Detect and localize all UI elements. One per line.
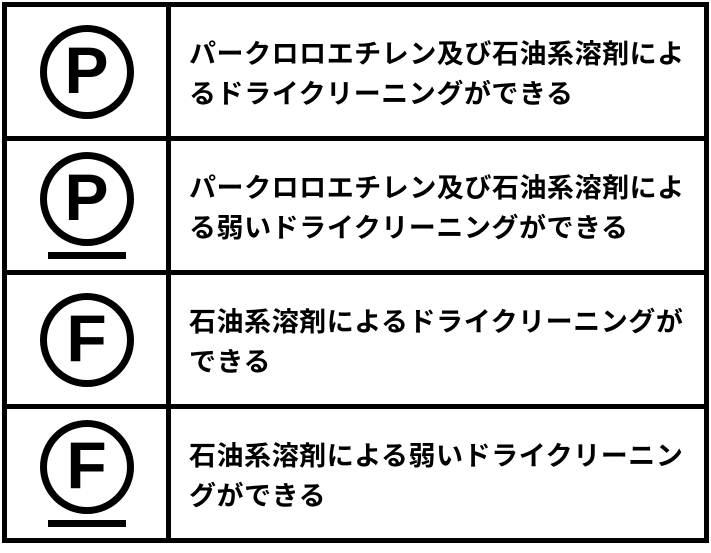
care-symbol: F xyxy=(40,293,134,387)
care-symbol: P xyxy=(40,152,134,259)
circle-icon: P xyxy=(40,152,134,246)
icon-cell: P xyxy=(7,141,171,270)
care-symbol-table: P パークロロエチレン及び石油系溶剤によるドライクリーニングができる P パーク… xyxy=(2,2,709,543)
text-cell: 石油系溶剤による弱いドライクリーニングができる xyxy=(171,409,704,538)
symbol-letter: P xyxy=(64,37,108,103)
text-cell: パークロロエチレン及び石油系溶剤によるドライクリーニングができる xyxy=(171,7,704,136)
underline-icon xyxy=(48,252,126,259)
symbol-letter: F xyxy=(66,432,106,498)
table-row: F 石油系溶剤による弱いドライクリーニングができる xyxy=(7,409,704,543)
symbol-letter: F xyxy=(66,305,106,371)
icon-cell: F xyxy=(7,409,171,538)
symbol-description: パークロロエチレン及び石油系溶剤によるドライクリーニングができる xyxy=(189,32,688,110)
table-row: F 石油系溶剤によるドライクリーニングができる xyxy=(7,275,704,409)
symbol-letter: P xyxy=(64,164,108,230)
underline-icon xyxy=(48,520,126,527)
symbol-description: 石油系溶剤による弱いドライクリーニングができる xyxy=(189,434,688,512)
table-row: P パークロロエチレン及び石油系溶剤によるドライクリーニングができる xyxy=(7,7,704,141)
symbol-description: パークロロエチレン及び石油系溶剤による弱いドライクリーニングができる xyxy=(189,166,688,244)
circle-icon: F xyxy=(40,420,134,514)
symbol-description: 石油系溶剤によるドライクリーニングができる xyxy=(189,300,688,378)
icon-cell: P xyxy=(7,7,171,136)
text-cell: 石油系溶剤によるドライクリーニングができる xyxy=(171,275,704,404)
circle-icon: F xyxy=(40,293,134,387)
care-symbol: F xyxy=(40,420,134,527)
icon-cell: F xyxy=(7,275,171,404)
circle-icon: P xyxy=(40,25,134,119)
care-symbol: P xyxy=(40,25,134,119)
text-cell: パークロロエチレン及び石油系溶剤による弱いドライクリーニングができる xyxy=(171,141,704,270)
table-row: P パークロロエチレン及び石油系溶剤による弱いドライクリーニングができる xyxy=(7,141,704,275)
